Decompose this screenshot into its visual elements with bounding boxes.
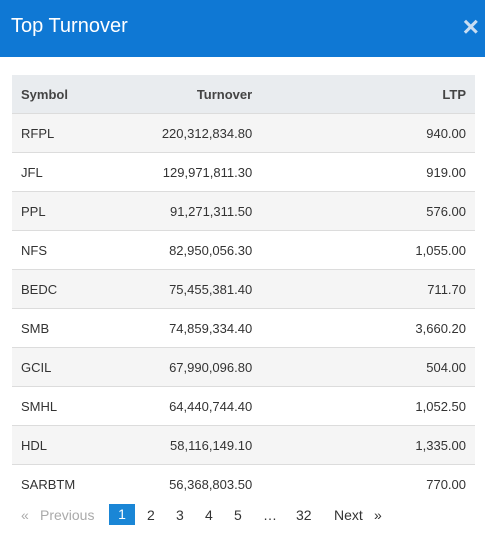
table-cell: 919.00 <box>391 152 475 192</box>
table-cell: 1,052.50 <box>391 386 475 426</box>
table-cell: JFL <box>12 152 101 192</box>
table-cell: SMB <box>12 308 101 348</box>
column-header: LTP <box>391 75 475 114</box>
table-cell: RFPL <box>12 113 101 153</box>
column-header: Turnover <box>100 75 392 114</box>
table-cell: 67,990,096.80 <box>100 347 392 387</box>
page-button[interactable]: 32 <box>296 507 312 523</box>
table-cell: SMHL <box>12 386 101 426</box>
table-cell: 74,859,334.40 <box>100 308 392 348</box>
table-cell: NFS <box>12 230 101 270</box>
table-cell: 129,971,811.30 <box>100 152 392 192</box>
modal-title: Top Turnover <box>11 15 128 37</box>
prev-icon[interactable]: « <box>21 507 29 523</box>
page-button[interactable]: … <box>263 507 277 523</box>
table-row: NFS 82,950,056.30 1,055.00 <box>12 230 475 270</box>
table-cell: 75,455,381.40 <box>100 269 392 309</box>
page-button[interactable]: 5 <box>234 507 242 523</box>
column-header: Symbol <box>12 75 101 114</box>
table-row: SMB 74,859,334.40 3,660.20 <box>12 308 475 348</box>
table-cell: 940.00 <box>391 113 475 153</box>
table-row: PPL 91,271,311.50 576.00 <box>12 191 475 231</box>
table-cell: SARBTM <box>12 464 101 503</box>
table-cell: 1,055.00 <box>391 230 475 270</box>
header-row: Symbol Turnover LTP <box>12 75 475 114</box>
table-cell: 504.00 <box>391 347 475 387</box>
table-cell: 56,368,803.50 <box>100 464 392 503</box>
table-cell: GCIL <box>12 347 101 387</box>
close-button[interactable]: × <box>462 11 479 42</box>
turnover-table: Symbol Turnover LTP RFPL 220,312,834.80 940.… <box>12 75 475 503</box>
pagination: « Previous Next » 1 2 3 4 5 … 32 <box>0 504 485 526</box>
page-button[interactable]: 4 <box>205 507 213 523</box>
table-cell: 91,271,311.50 <box>100 191 392 231</box>
table-cell: 3,660.20 <box>391 308 475 348</box>
table-row: GCIL 67,990,096.80 504.00 <box>12 347 475 387</box>
prev-button[interactable]: Previous <box>40 507 95 523</box>
table-row: HDL 58,116,149.10 1,335.00 <box>12 425 475 465</box>
table-cell: 58,116,149.10 <box>100 425 392 465</box>
table-cell: PPL <box>12 191 101 231</box>
table-cell: 576.00 <box>391 191 475 231</box>
modal-header: Top Turnover × <box>0 0 485 57</box>
table-cell: 1,335.00 <box>391 425 475 465</box>
table-row: JFL 129,971,811.30 919.00 <box>12 152 475 192</box>
table-row: SMHL 64,440,744.40 1,052.50 <box>12 386 475 426</box>
page-button[interactable]: 2 <box>147 507 155 523</box>
page-button[interactable]: 3 <box>176 507 184 523</box>
table-row: RFPL 220,312,834.80 940.00 <box>12 113 475 153</box>
page-button[interactable]: 1 <box>109 504 135 525</box>
table-cell: 770.00 <box>391 464 475 503</box>
table-cell: 711.70 <box>391 269 475 309</box>
table-row: SARBTM 56,368,803.50 770.00 <box>12 464 475 503</box>
table-cell: 82,950,056.30 <box>100 230 392 270</box>
table-row: BEDC 75,455,381.40 711.70 <box>12 269 475 309</box>
next-icon[interactable]: » <box>374 507 382 523</box>
table-cell: BEDC <box>12 269 101 309</box>
next-button[interactable]: Next <box>334 507 363 523</box>
table-cell: HDL <box>12 425 101 465</box>
table-cell: 64,440,744.40 <box>100 386 392 426</box>
table-cell: 220,312,834.80 <box>100 113 392 153</box>
